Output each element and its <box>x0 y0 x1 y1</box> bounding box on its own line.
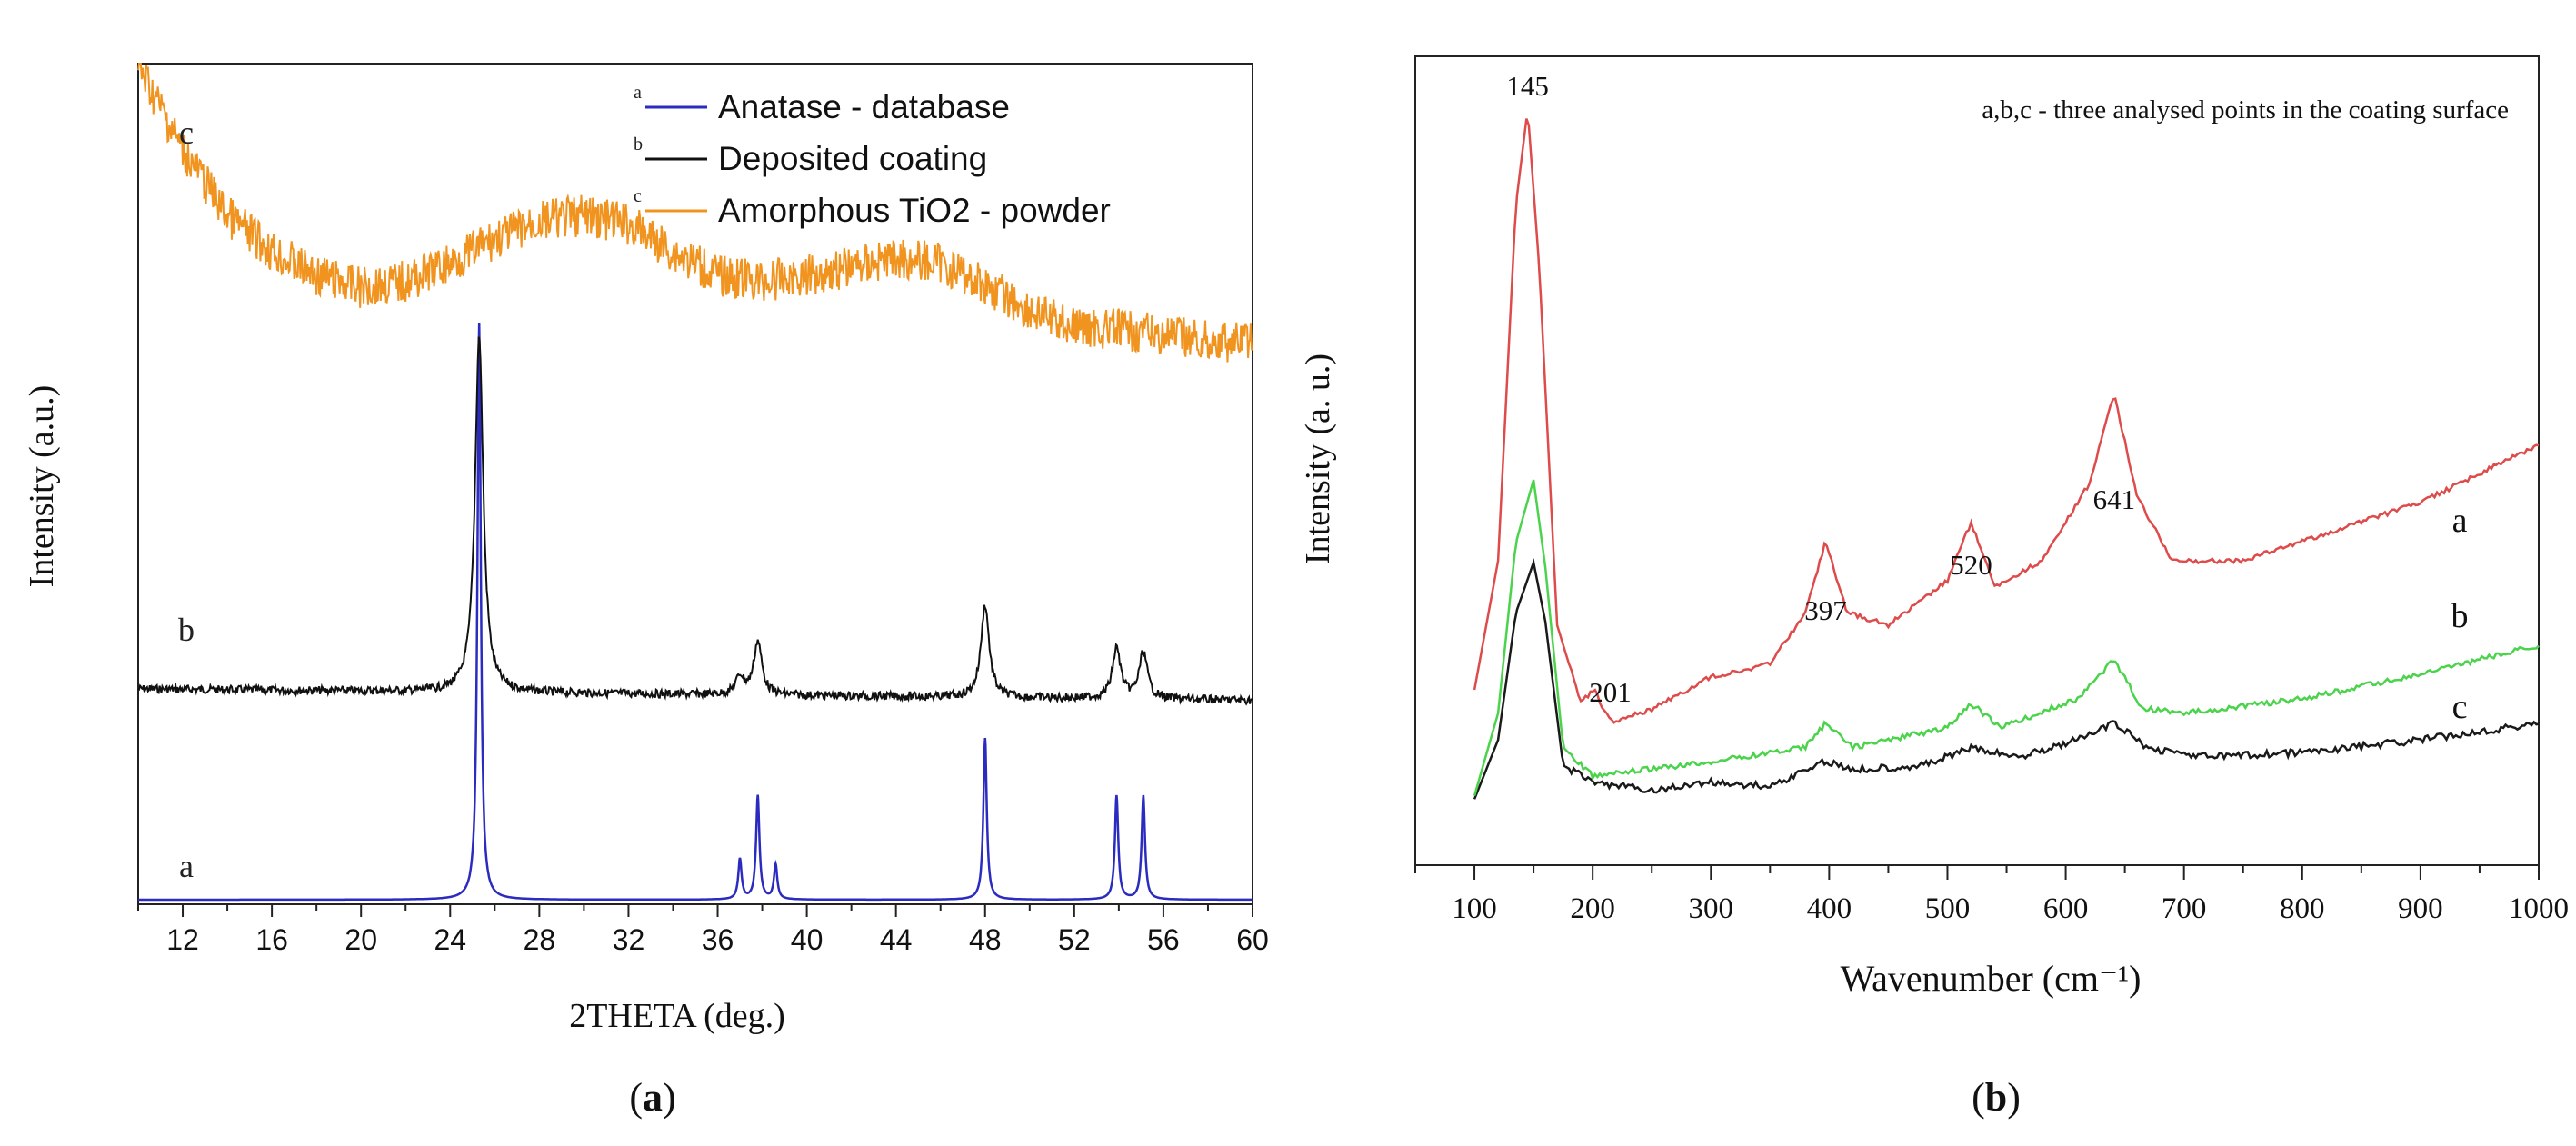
panel-a-x-tick-label: 36 <box>702 923 734 956</box>
panel-b-curve-label: c <box>2452 688 2468 726</box>
legend-entry-label: Anatase - database <box>718 88 1010 125</box>
panel-b-x-tick-label: 900 <box>2398 892 2443 925</box>
panel-a-series-group <box>137 63 1253 902</box>
panel-a-x-tick-label: 24 <box>434 923 466 956</box>
panel-b-plot-frame <box>1414 55 2540 866</box>
panel-b-peak-label: 520 <box>1950 549 1992 581</box>
panel-a-x-tick-label: 28 <box>524 923 556 956</box>
panel-a-x-tick-label: 32 <box>613 923 645 956</box>
legend-key-letter: c <box>634 186 642 206</box>
series-point-a-line <box>1473 118 2540 724</box>
panel-a-x-tick-label: 16 <box>255 923 288 956</box>
panel-b-x-tick-label: 100 <box>1452 892 1497 925</box>
panel-b-x-tick-label: 800 <box>2280 892 2325 925</box>
svg-text:(b): (b) <box>1972 1075 2021 1120</box>
panel-a-curve-label: a <box>179 848 194 884</box>
panel-b-peak-label: 201 <box>1589 676 1632 708</box>
panel-b-x-ticks: 100 200 300 400 500 600 700 800 900 1000 <box>1414 865 2569 925</box>
panel-b-peak-labels: 145 201 397 520 641 <box>1506 70 2135 708</box>
series-point-c-line <box>1473 558 2540 800</box>
panel-b-annotation-title: a,b,c - three analysed points in the coa… <box>1982 95 2509 125</box>
panel-a-x-tick-label: 48 <box>969 923 1002 956</box>
panel-b-caption-letter: b <box>1985 1075 2007 1120</box>
legend-key-letter: a <box>634 83 642 103</box>
panel-b-peak-label: 145 <box>1506 70 1549 102</box>
panel-b-chart: 100 200 300 400 500 600 700 800 900 1000 145 201 39… <box>1299 55 2569 1120</box>
panel-b-caption-open-paren: ( <box>1972 1075 1985 1120</box>
legend-key-letter: b <box>634 135 643 154</box>
panel-a-x-tick-label: 40 <box>791 923 824 956</box>
panel-b-x-tick-label: 600 <box>2043 892 2089 925</box>
panel-a-x-tick-label: 44 <box>880 923 913 956</box>
series-deposited-coating-line <box>137 336 1253 706</box>
panel-a-caption-open-paren: ( <box>629 1075 643 1120</box>
panel-a-legend: a Anatase - database b Deposited coating c Am… <box>634 83 1111 229</box>
panel-b-x-tick-label: 300 <box>1689 892 1734 925</box>
legend-entry-label: Amorphous TiO2 - powder <box>718 192 1111 229</box>
series-anatase-database-line <box>138 322 1253 902</box>
panel-a-curve-label: c <box>179 115 194 151</box>
panel-b-x-tick-label: 1000 <box>2509 892 2569 925</box>
panel-a-caption-close-paren: ) <box>663 1075 676 1120</box>
panel-a-x-tick-label: 52 <box>1058 923 1091 956</box>
panel-b-x-tick-label: 700 <box>2162 892 2207 925</box>
legend-entry-label: Deposited coating <box>718 140 987 177</box>
panel-a-curve-labels: c b a <box>178 115 195 884</box>
panel-a-x-tick-label: 20 <box>344 923 377 956</box>
panel-b-y-axis-label: Intensity (a. u.) <box>1299 354 1337 564</box>
panel-a-plot-frame <box>137 63 1253 905</box>
panel-b-peak-label: 397 <box>1804 594 1847 626</box>
panel-a-y-axis-label: Intensity (a.u.) <box>23 385 61 588</box>
panel-a-x-axis-label: 2THETA (deg.) <box>569 997 785 1035</box>
series-amorphous-tio2-line <box>137 63 1253 363</box>
panel-b-curve-label: b <box>2451 597 2469 635</box>
panel-a-x-tick-label: 56 <box>1147 923 1180 956</box>
panel-b-x-tick-label: 500 <box>1925 892 1971 925</box>
panel-a-chart: 12 16 20 24 28 32 36 40 44 48 52 56 60 a Anatase - da… <box>23 63 1269 1120</box>
panel-b-series-group <box>1473 118 2540 800</box>
panel-b-x-axis-label: Wavenumber (cm⁻¹) <box>1841 958 2142 999</box>
panel-a-x-tick-label: 12 <box>166 923 199 956</box>
panel-a-caption-letter: a <box>643 1075 663 1120</box>
series-point-b-line <box>1473 479 2540 797</box>
panel-b-peak-label: 641 <box>2093 483 2136 515</box>
panel-b-x-tick-label: 200 <box>1570 892 1615 925</box>
panel-b-caption-close-paren: ) <box>2007 1075 2021 1120</box>
panel-a-curve-label: b <box>178 612 195 648</box>
panel-b-curve-labels: a b c <box>2451 502 2469 726</box>
panel-b-x-tick-label: 400 <box>1807 892 1852 925</box>
panel-b-curve-label: a <box>2452 502 2468 540</box>
svg-text:(a): (a) <box>629 1075 675 1120</box>
panel-a-x-ticks: 12 16 20 24 28 32 36 40 44 48 52 56 60 <box>137 904 1269 956</box>
panel-a-x-tick-label: 60 <box>1236 923 1269 956</box>
